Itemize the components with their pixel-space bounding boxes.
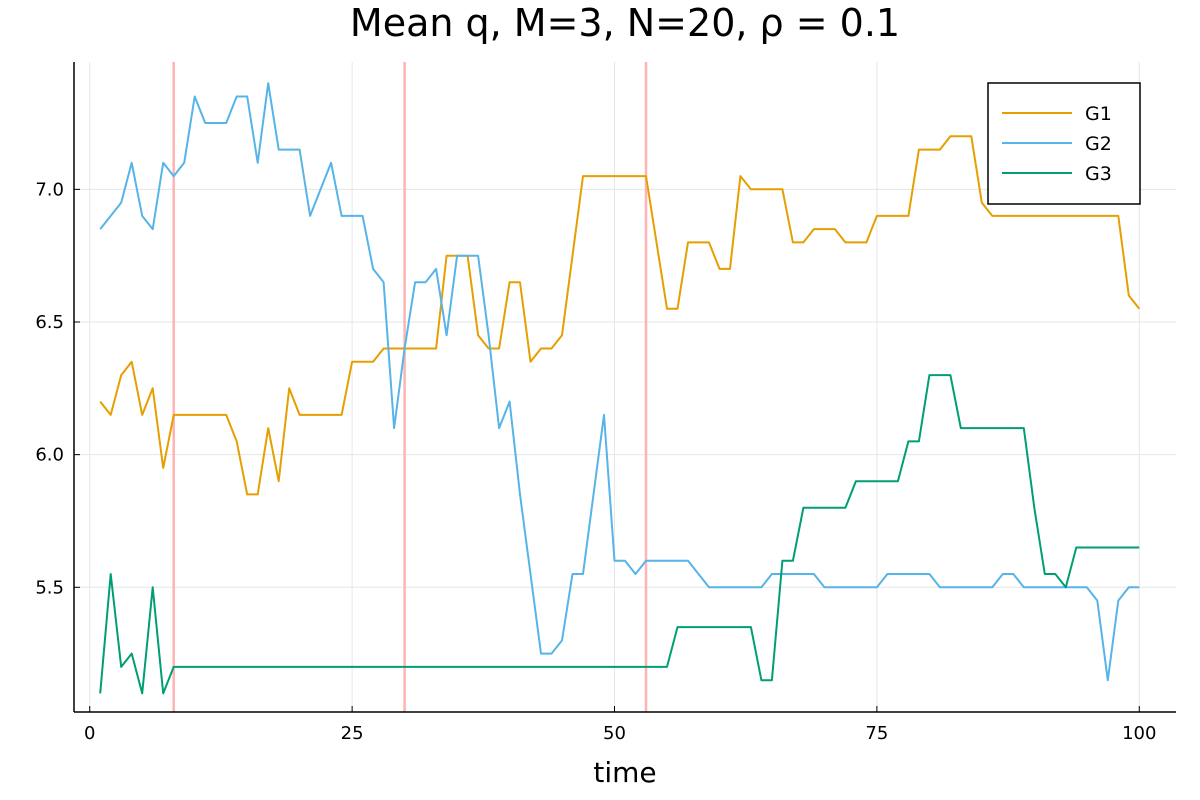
series-line-g1 [99, 135, 1141, 496]
series-line-g2 [99, 82, 1140, 682]
series-layer [99, 82, 1141, 695]
x-tick-label-1: 25 [341, 723, 364, 744]
legend-label-g1: G1 [1085, 103, 1112, 125]
legend-label-g3: G3 [1085, 163, 1112, 185]
y-tick-label-3: 7.0 [35, 179, 64, 200]
chart-title: Mean q, M=3, N=20, ρ = 0.1 [350, 1, 900, 45]
x-tick-label-4: 100 [1122, 723, 1156, 744]
legend: G1 G2 G3 [987, 82, 1141, 205]
y-tick-label-0: 5.5 [35, 577, 64, 598]
tick-labels: 0 25 50 75 100 5.5 6.0 6.5 7.0 [35, 179, 1156, 744]
x-axis-title: time [593, 756, 656, 789]
x-tick-label-0: 0 [84, 723, 95, 744]
axes-layer [73, 62, 1176, 713]
series-line-g3 [99, 374, 1140, 695]
x-tick-label-3: 75 [865, 723, 888, 744]
x-tick-label-2: 50 [603, 723, 626, 744]
y-tick-label-1: 6.0 [35, 445, 64, 466]
legend-label-g2: G2 [1085, 133, 1112, 155]
vertical-markers [172, 62, 648, 712]
y-tick-label-2: 6.5 [35, 312, 64, 333]
